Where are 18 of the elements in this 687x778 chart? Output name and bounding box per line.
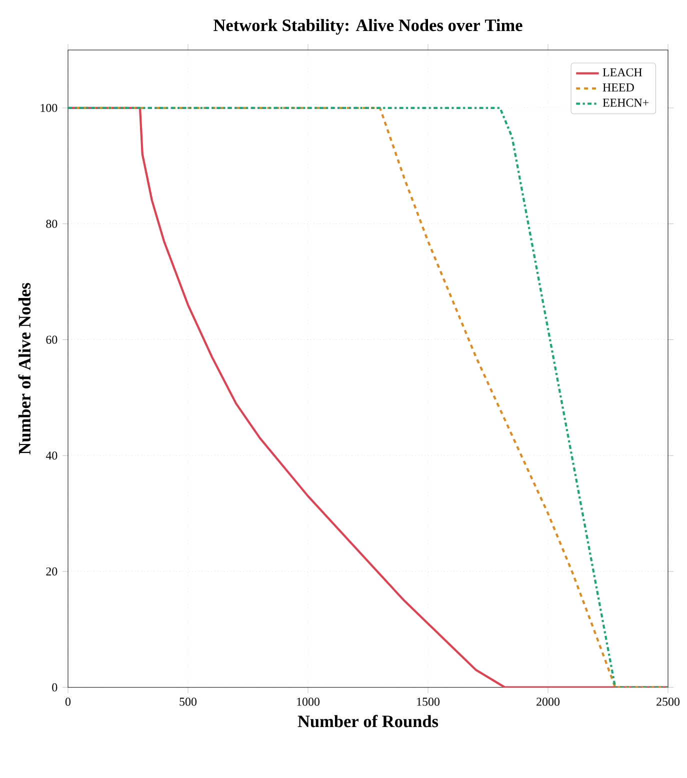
legend-label: LEACH <box>602 68 642 76</box>
y-tick-label: 20 <box>46 567 58 576</box>
x-tick-label: 500 <box>180 698 197 706</box>
x-axis-title: Number of Rounds <box>298 714 438 728</box>
y-tick-label: 40 <box>46 452 58 460</box>
chart-title: Network Stability: Alive Nodes over Time <box>214 18 522 35</box>
x-tick-label: 2500 <box>656 698 680 706</box>
legend-label: HEED <box>602 84 634 92</box>
x-tick-label: 1000 <box>297 698 320 706</box>
x-tick-label: 2000 <box>536 698 560 706</box>
legend-label: EEHCN+ <box>602 98 649 107</box>
y-tick-label: 80 <box>46 220 58 228</box>
y-tick-label: 60 <box>46 336 58 344</box>
y-axis-title: Number of Alive Nodes <box>18 283 31 454</box>
y-tick-label: 100 <box>40 104 58 112</box>
x-tick-label: 1500 <box>417 698 440 706</box>
y-tick-label: 0 <box>52 683 58 692</box>
x-tick-label: 0 <box>65 698 71 706</box>
